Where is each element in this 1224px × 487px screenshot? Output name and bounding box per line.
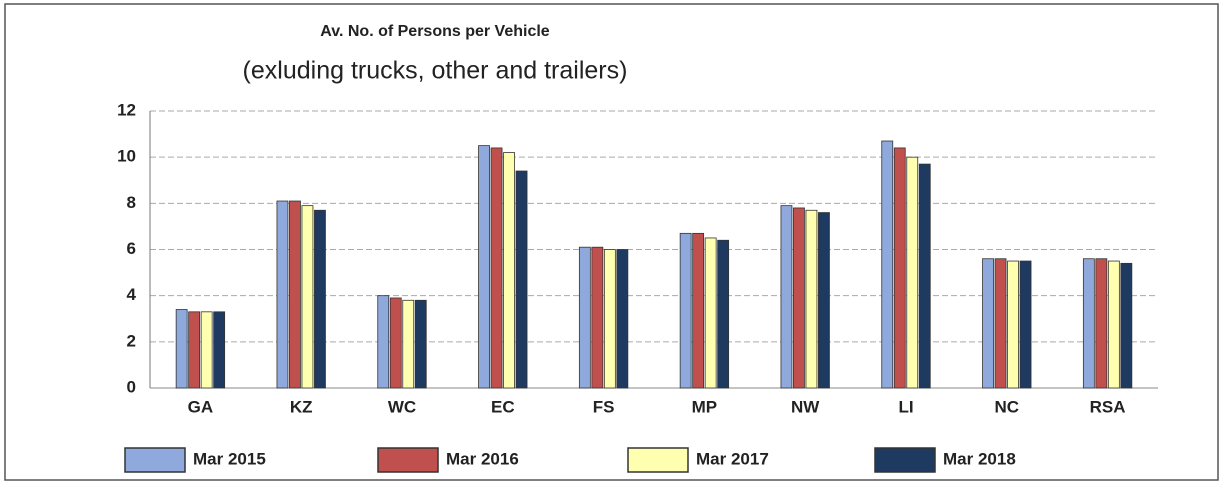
bar [780,205,793,389]
legend-swatch [124,447,186,473]
bar [893,147,906,389]
bar [389,297,402,389]
bar [515,170,528,389]
x-tick-label: FS [593,397,615,416]
bar [906,156,919,389]
bar [490,147,503,389]
bar [994,258,1007,389]
bar [478,145,490,389]
bar [1120,262,1133,389]
bar [1107,260,1120,389]
bar [289,200,301,389]
x-tick-label: NC [995,397,1020,416]
legend-label: Mar 2018 [943,449,1016,468]
x-tick-label: LI [898,397,913,416]
y-tick-label: 0 [127,377,136,396]
chart-title: Av. No. of Persons per Vehicle [320,23,550,40]
bar [704,237,717,389]
chart-subtitle: (exluding trucks, other and trailers) [243,57,628,85]
bar [175,309,188,389]
chart-border [4,3,1219,481]
y-tick-label: 4 [127,285,137,304]
y-tick-label: 2 [127,331,136,350]
x-tick-label: WC [388,397,416,416]
bar [1007,260,1019,389]
x-tick-label: GA [188,397,214,416]
bar [188,311,201,389]
bar [603,249,616,389]
bar [503,152,515,389]
bar [805,209,818,389]
bar [717,239,730,389]
x-tick-label: EC [491,397,515,416]
y-tick-label: 10 [117,147,136,166]
x-tick-label: MP [692,397,718,416]
bar [793,207,805,389]
bar [402,299,415,389]
bar [1082,258,1095,389]
bar [692,232,705,389]
bar [200,311,213,389]
bar [301,205,314,389]
bar [616,249,629,389]
bar [314,209,326,389]
legend-swatch [627,447,689,473]
legend-swatch [377,447,439,473]
bar [414,299,427,389]
legend-label: Mar 2016 [446,449,519,468]
bar [1095,258,1108,389]
y-tick-label: 8 [127,193,136,212]
bar [881,140,894,389]
bar [918,163,931,389]
bar [818,212,830,389]
bar [578,246,591,389]
bar [982,258,994,389]
bar [679,232,692,389]
y-tick-label: 6 [127,239,136,258]
bar [276,200,289,389]
y-tick-label: 12 [117,100,136,119]
legend-swatch [874,447,936,473]
bar [1019,260,1032,389]
x-tick-label: RSA [1090,397,1126,416]
bar [377,295,390,389]
x-tick-label: KZ [290,397,313,416]
bar [591,246,604,389]
x-tick-label: NW [791,397,820,416]
legend-label: Mar 2017 [696,449,769,468]
bar [213,311,226,389]
legend-label: Mar 2015 [193,449,266,468]
